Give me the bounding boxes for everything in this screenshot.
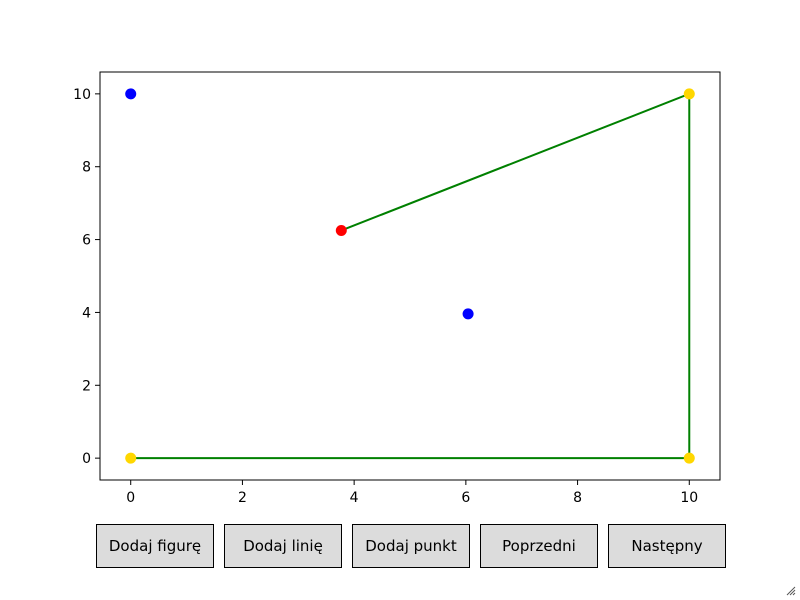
x-tick-label: 8	[573, 490, 582, 506]
x-tick-label: 6	[461, 490, 470, 506]
point-marker[interactable]	[683, 88, 695, 100]
y-tick-label: 6	[82, 233, 91, 249]
line-series-0	[130, 92, 691, 460]
plot-canvas[interactable]: 0 2 4 6 8 10 0 2 4 6 8 10	[0, 0, 800, 520]
previous-button[interactable]: Poprzedni	[480, 524, 598, 568]
add-line-button[interactable]: Dodaj linię	[224, 524, 342, 568]
add-figure-button[interactable]: Dodaj figurę	[96, 524, 214, 568]
points-layer	[125, 88, 695, 464]
y-tick-label: 8	[82, 160, 91, 176]
point-marker[interactable]	[125, 88, 137, 100]
resize-grip-icon[interactable]	[784, 584, 796, 596]
axes-frame	[99, 71, 721, 481]
y-tick-label: 2	[82, 378, 91, 394]
y-tick-label: 0	[82, 451, 91, 467]
point-marker[interactable]	[335, 224, 347, 236]
y-tick-label: 4	[82, 305, 91, 321]
x-tick-label: 2	[238, 490, 247, 506]
x-tick-label: 4	[350, 490, 359, 506]
ticks-layer: 0 2 4 6 8 10 0 2 4 6 8 10	[73, 87, 698, 506]
x-tick-label: 0	[126, 490, 135, 506]
add-point-button[interactable]: Dodaj punkt	[352, 524, 470, 568]
point-marker[interactable]	[125, 452, 137, 464]
point-marker[interactable]	[683, 452, 695, 464]
y-tick-label: 10	[73, 87, 91, 103]
lines-layer	[130, 92, 691, 460]
point-marker[interactable]	[462, 308, 474, 320]
next-button[interactable]: Następny	[608, 524, 726, 568]
x-tick-label: 10	[680, 490, 698, 506]
